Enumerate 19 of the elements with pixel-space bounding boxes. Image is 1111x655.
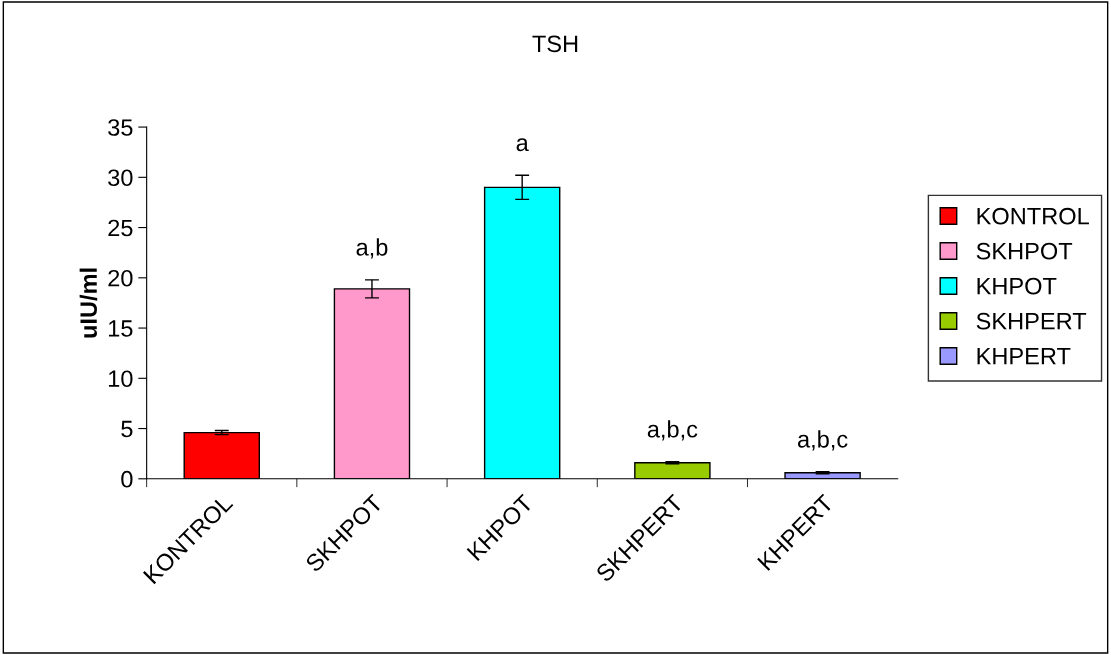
legend-label: SKHPERT	[976, 312, 1087, 330]
annotation: a,b,c	[798, 430, 848, 451]
legend-label: KHPERT	[977, 348, 1071, 365]
annotation: a,b,c	[647, 420, 698, 441]
chart-title: TSH	[532, 35, 578, 53]
y-tick-label: 35	[108, 119, 133, 136]
y-axis-title: uIU/ml	[79, 268, 98, 338]
y-tick-label: 20	[108, 269, 133, 287]
y-tick-label: 25	[108, 219, 133, 237]
y-tick-label: 5	[121, 420, 133, 438]
annotation: a,b	[356, 238, 388, 259]
legend-label: KONTROL	[977, 207, 1089, 225]
y-tick-label: 0	[121, 470, 133, 488]
annotation: a	[516, 138, 529, 152]
y-tick-label: 15	[109, 320, 133, 337]
y-tick-label: 30	[108, 169, 133, 187]
legend-label: SKHPOT	[976, 242, 1073, 260]
y-tick-label: 10	[109, 370, 133, 388]
legend-label: KHPOT	[977, 277, 1057, 295]
